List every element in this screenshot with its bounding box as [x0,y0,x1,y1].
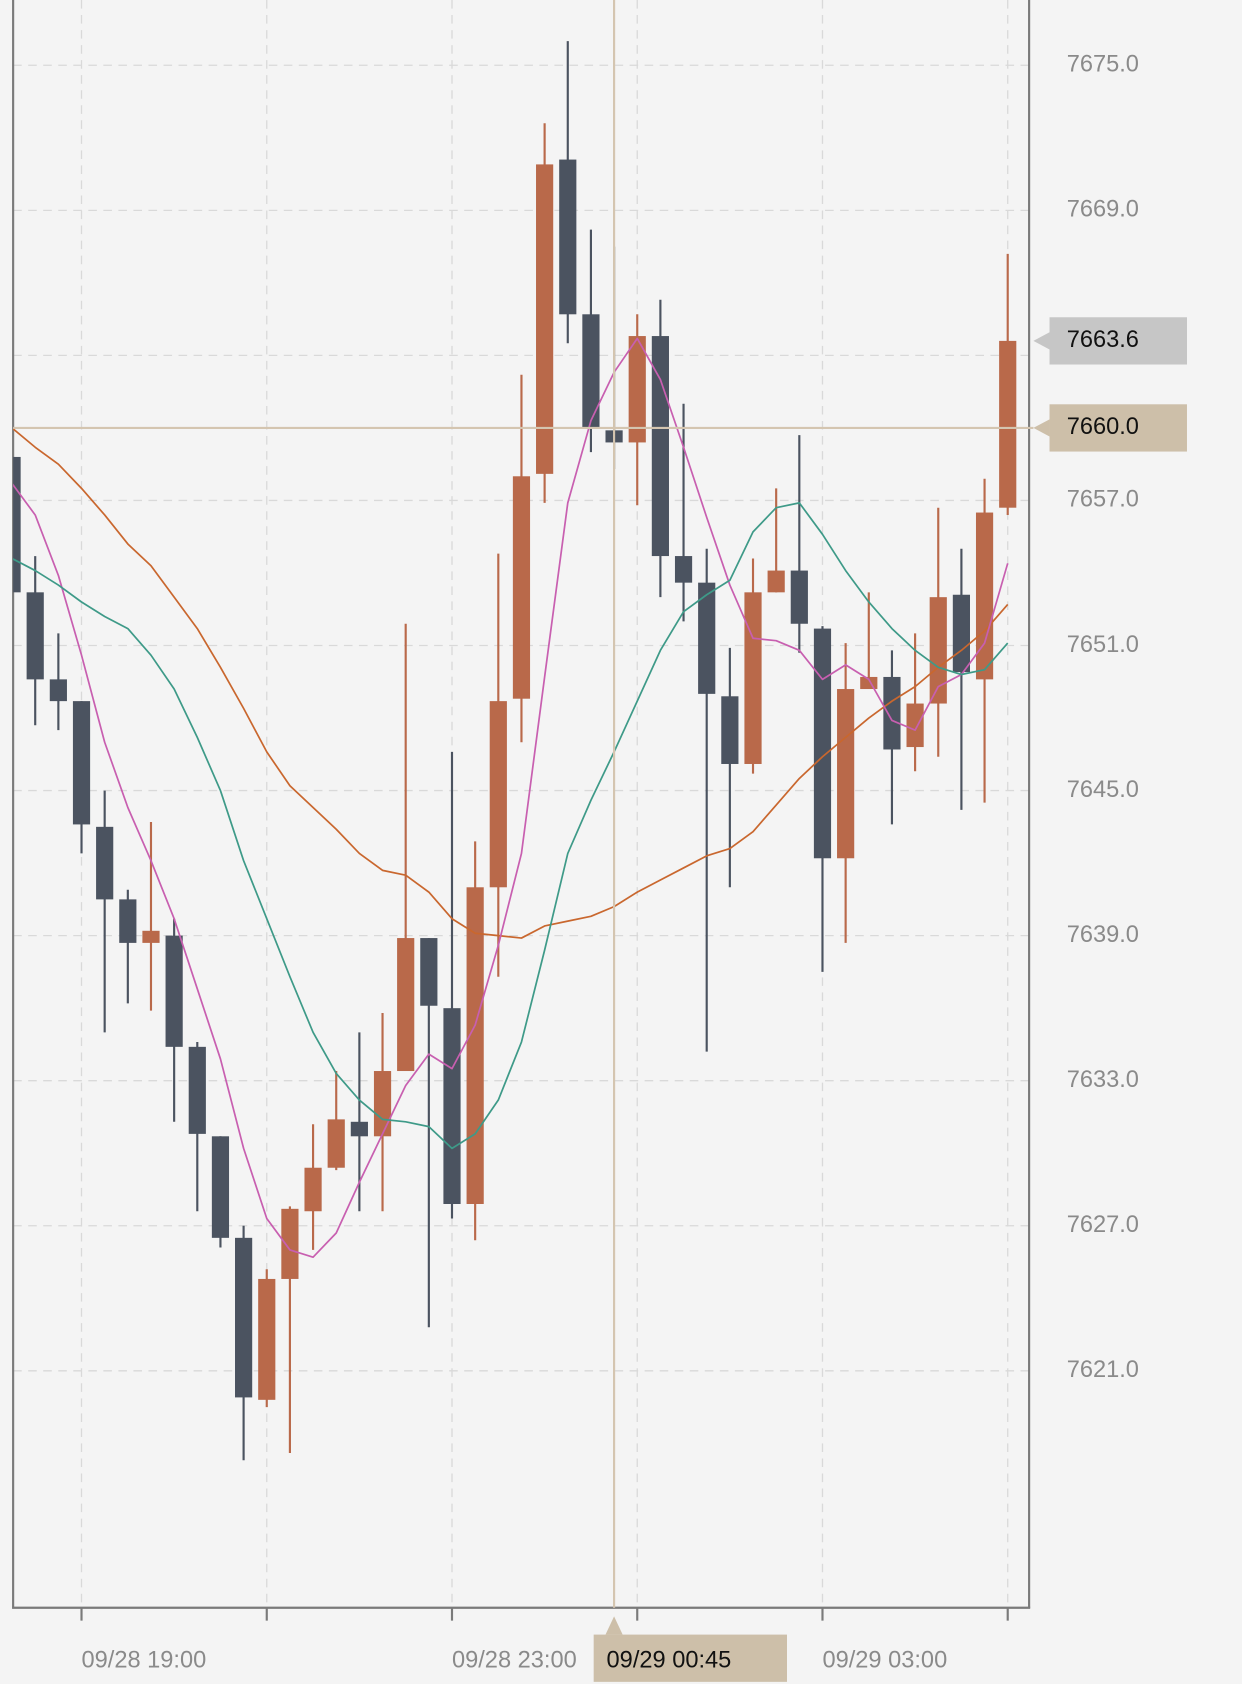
candle-body [698,582,716,694]
candle-body [559,159,577,315]
candle-body [628,336,646,443]
candle-body [999,340,1017,508]
y-tick-label: 7651.0 [1067,632,1139,658]
last-price-tag-pointer [1033,332,1050,350]
candle-body [327,1119,345,1168]
candle-body [119,899,137,943]
candle-body [350,1121,368,1137]
candle-body [165,935,183,1047]
candle-body [373,1071,392,1137]
candle-body [258,1278,276,1400]
candle-body [235,1237,253,1398]
candle-body [420,938,438,1006]
candle-body [188,1046,206,1134]
candle-body [883,676,901,750]
candle-body [721,696,739,764]
candle-body [536,164,554,474]
candle-body [397,938,415,1072]
candle-body [837,689,855,859]
y-tick-label: 7669.0 [1067,197,1139,223]
candle-body [96,826,114,900]
y-tick-label: 7621.0 [1067,1357,1139,1383]
candle-body [489,701,507,888]
candle-body [975,512,994,680]
x-tick-label: 09/29 03:00 [822,1648,947,1674]
y-tick-label: 7645.0 [1067,777,1139,803]
candle-body [466,887,484,1204]
y-tick-label: 7657.0 [1067,487,1139,513]
crosshair-price-tag-box [1049,404,1187,452]
x-tick-label: 09/28 23:00 [452,1648,577,1674]
candle-body [13,456,21,593]
crosshair-time-box [593,1634,787,1682]
candle-body [813,628,832,859]
y-tick-label: 7639.0 [1067,922,1139,948]
candle-body [582,314,600,428]
x-tick-label: 09/28 19:00 [82,1648,207,1674]
candle-body [72,701,91,825]
axes: 7621.0 7627.0 7633.0 7639.0 7645.0 7651.0 7657… [12,0,1139,1674]
moving-average-line [13,337,1009,1259]
candle-body [142,930,160,943]
candle-body [281,1208,299,1279]
crosshair-time-label: 09/29 00:45 [607,1648,732,1674]
crosshair-price-tag-pointer [1033,419,1050,437]
y-tick-label: 7675.0 [1067,52,1139,78]
y-tick-label: 7633.0 [1067,1067,1139,1093]
last-price-tag-box [1049,317,1187,365]
candle-body [744,592,762,764]
candle-body [674,556,693,583]
candle-body [49,679,67,702]
last-price-tag-label: 7663.6 [1067,327,1139,353]
overlay: 7663.6 7660.0 09/29 00:45 [13,0,1187,1682]
candle-body [952,594,971,673]
crosshair-price-tag-label: 7660.0 [1067,414,1139,440]
candle-body [790,570,808,624]
candle-body [512,476,531,699]
y-tick-label: 7627.0 [1067,1212,1139,1238]
candle-body [443,1008,461,1204]
candle-body [767,570,785,593]
crosshair-time-pointer [605,1616,623,1635]
candle-body [211,1136,230,1238]
moving-average-line [13,502,1009,1150]
candle-body [304,1167,322,1212]
candle-body [26,592,44,680]
plot-area [13,41,1017,1461]
moving-average-line [13,427,1009,939]
candle-body [929,597,947,704]
candle-body [906,703,924,748]
